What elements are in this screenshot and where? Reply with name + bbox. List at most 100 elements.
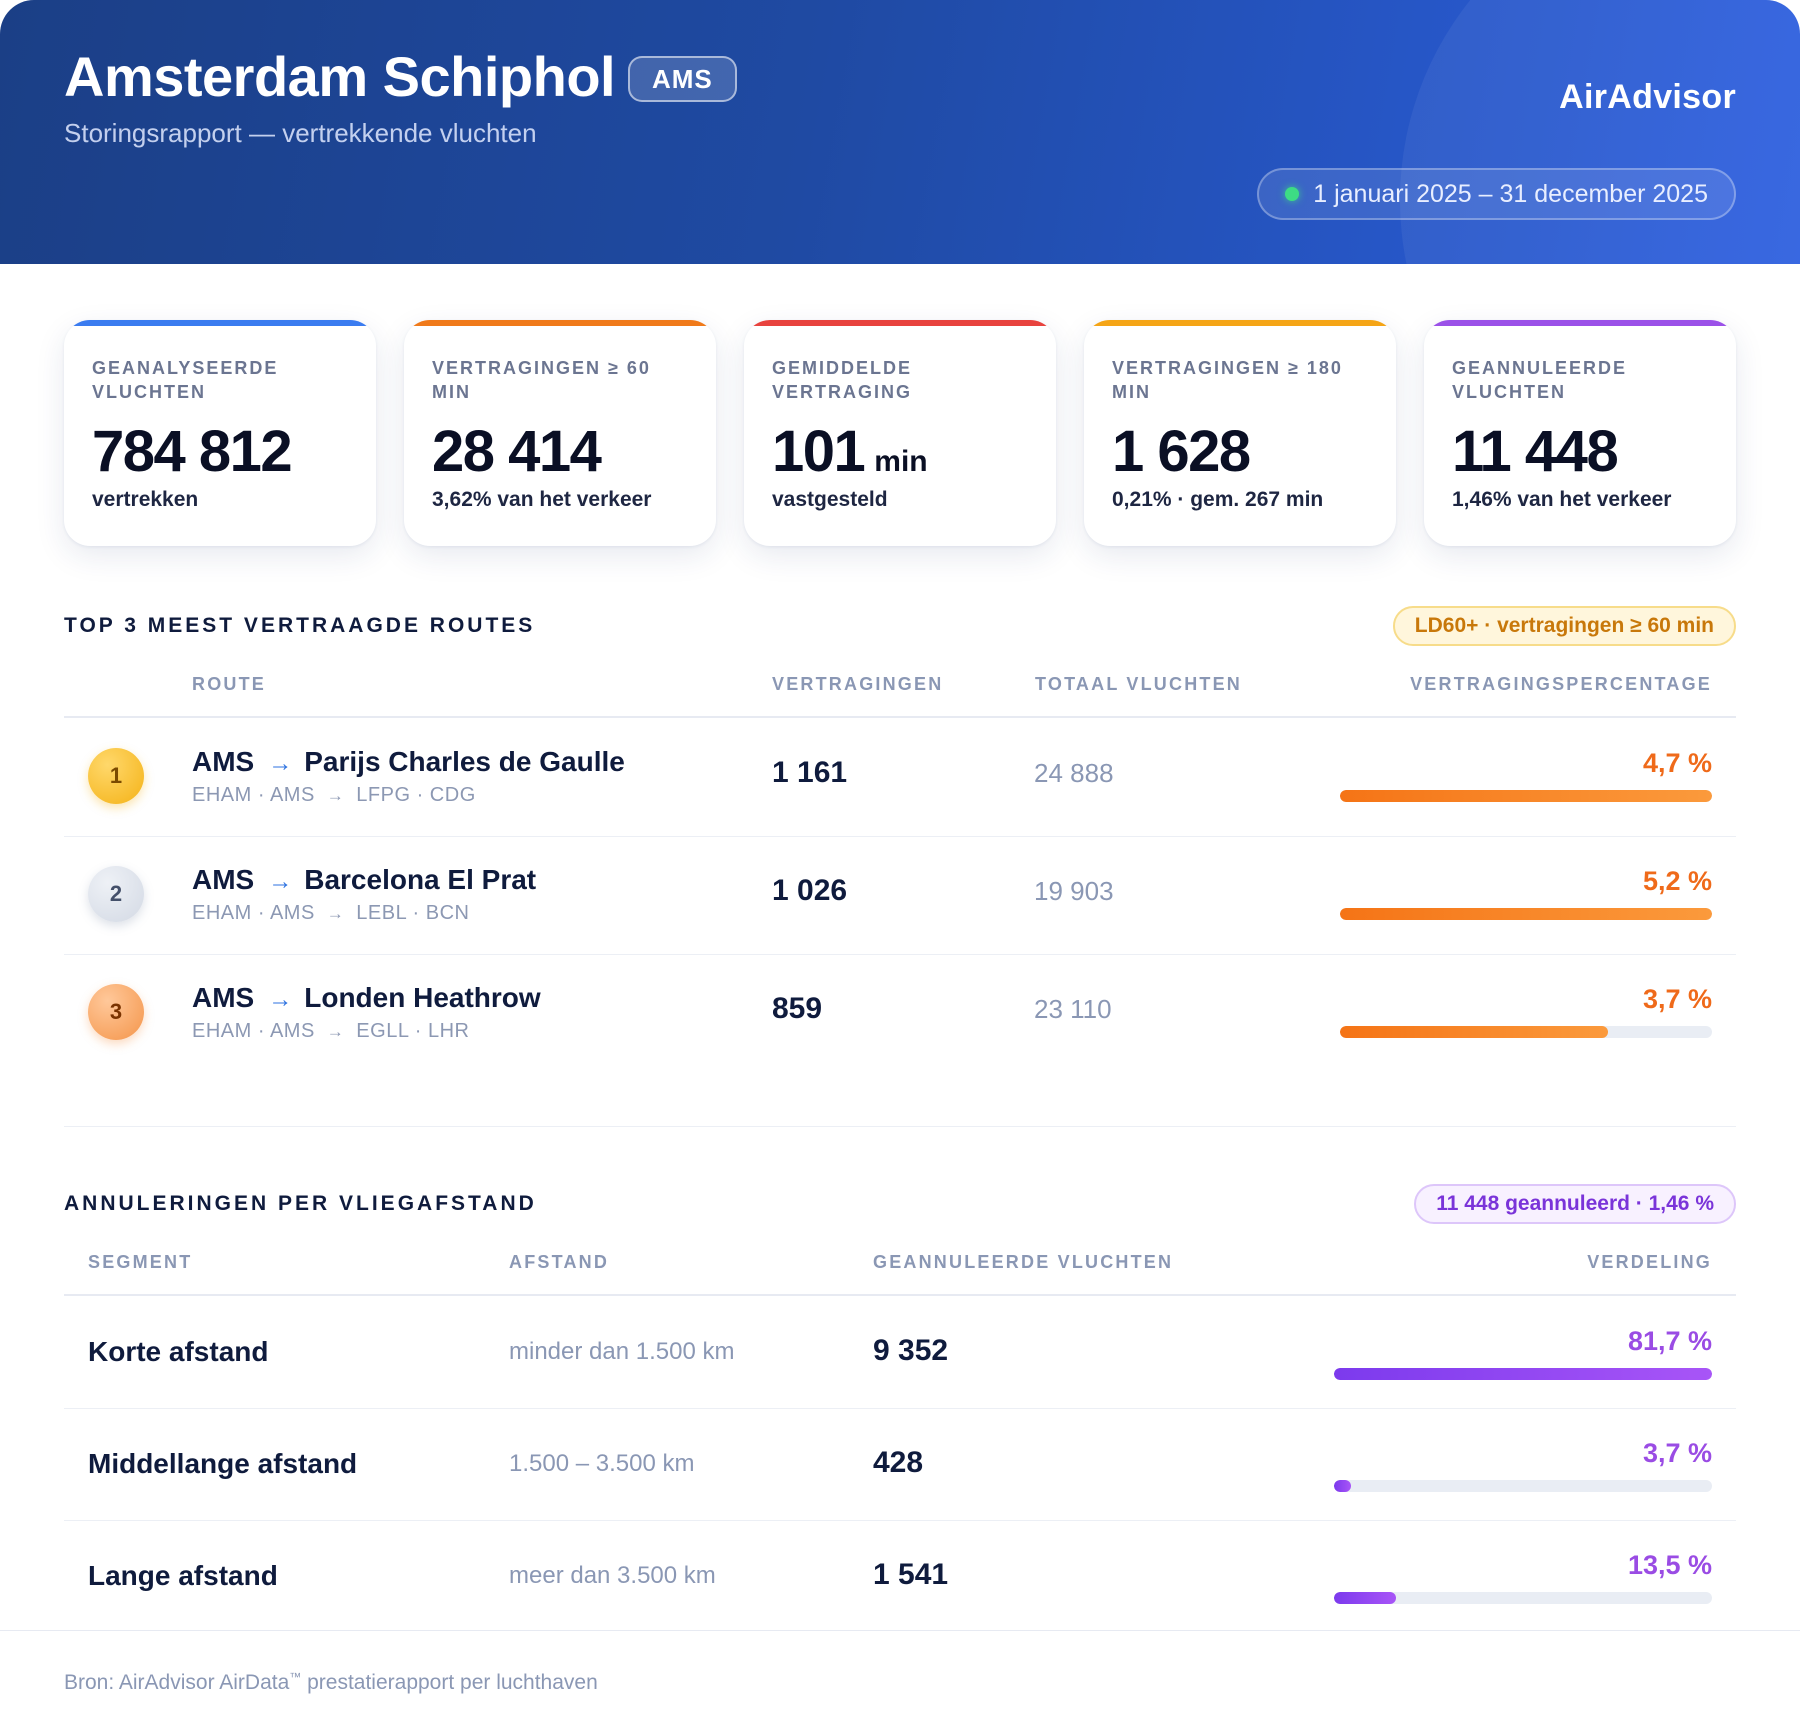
kpi-note: 0,21% · gem. 267 min — [1112, 488, 1324, 511]
kpi-value: 784 812 — [92, 419, 293, 484]
share-bar — [1334, 1480, 1712, 1492]
route-title: AMS → Barcelona El Prat — [192, 864, 537, 895]
route-codes: EHAM · AMS → LEBL · BCN — [192, 902, 470, 924]
kpi-accent — [404, 320, 716, 326]
kpi-label: Gemiddelde vertraging — [772, 358, 913, 402]
kpi-value: 28 414 — [432, 419, 602, 484]
kpi-card-delays-180: Vertragingen ≥ 180 min 1 628 0,21% · gem… — [1084, 320, 1396, 546]
kpi-label: Geanalyseerde vluchten — [92, 358, 279, 402]
kpi-accent — [1424, 320, 1736, 326]
kpi-card-cancelled: Geannuleerde vluchten 11 448 1,46% van h… — [1424, 320, 1736, 546]
row-divider — [64, 954, 1736, 955]
report-subtitle: Storingsrapport — vertrekkende vluchten — [64, 118, 537, 148]
delay-bar-fill — [1340, 1026, 1608, 1038]
kpi-card-analyzed: Geanalyseerde vluchten 784 812 vertrekke… — [64, 320, 376, 546]
delay-percentage: 3,7 % — [1642, 984, 1712, 1014]
delay-bar — [1340, 790, 1712, 802]
kpi-card-average-delay: Gemiddelde vertraging 101 min vastgesteld — [744, 320, 1056, 546]
segment-distance: minder dan 1.500 km — [509, 1338, 735, 1365]
delay-percentage: 4,7 % — [1642, 748, 1712, 778]
status-dot-icon — [1285, 187, 1300, 201]
table-divider — [64, 716, 1736, 718]
cancelled-summary-tag: 11 448 geannuleerd · 1,46 % — [1414, 1184, 1736, 1224]
header-decoration — [1400, 0, 1800, 264]
row-divider — [64, 836, 1736, 837]
route-delays: 1 026 — [772, 874, 848, 907]
route-total-flights: 19 903 — [1034, 876, 1114, 906]
col-header-pct: VERTRAGINGSPERCENTAGE — [1410, 674, 1712, 694]
kpi-value: 101 min — [772, 419, 928, 484]
col-header-distance: AFSTAND — [509, 1252, 610, 1272]
share-percentage: 3,7 % — [1642, 1438, 1712, 1468]
share-percentage: 81,7 % — [1627, 1326, 1712, 1356]
row-divider — [64, 1520, 1736, 1521]
ld60-tag: LD60+ · vertragingen ≥ 60 min — [1392, 606, 1736, 646]
routes-section-title: TOP 3 MEEST VERTRAAGDE ROUTES — [64, 614, 536, 637]
route-delays: 1 161 — [772, 756, 848, 789]
col-header-share: VERDELING — [1587, 1252, 1712, 1272]
share-bar-fill — [1334, 1480, 1351, 1492]
delay-bar — [1340, 1026, 1712, 1038]
report-header: Amsterdam Schiphol AMS Storingsrapport —… — [0, 0, 1800, 264]
row-divider — [64, 1408, 1736, 1409]
delay-percentage: 5,2 % — [1642, 866, 1712, 896]
segment-name: Lange afstand — [88, 1560, 278, 1591]
segment-distance: 1.500 – 3.500 km — [509, 1450, 695, 1477]
route-total-flights: 23 110 — [1034, 994, 1112, 1024]
kpi-accent — [1084, 320, 1396, 326]
kpi-unit: min — [874, 445, 928, 478]
cancel-section-title: ANNULERINGEN PER VLIEGAFSTAND — [64, 1192, 537, 1215]
segment-name: Korte afstand — [88, 1336, 269, 1367]
kpi-accent — [64, 320, 376, 326]
date-range-text: 1 januari 2025 – 31 december 2025 — [1313, 180, 1708, 208]
kpi-label: Vertragingen ≥ 60 min — [432, 358, 651, 402]
rank-badge: 3 — [88, 984, 144, 1040]
kpi-note: 3,62% van het verkeer — [432, 488, 652, 511]
delay-bar — [1340, 908, 1712, 920]
arrow-right-icon: → — [326, 786, 345, 805]
segment-name: Middellange afstand — [88, 1448, 358, 1479]
segment-cancelled: 1 541 — [873, 1558, 949, 1591]
col-header-segment: SEGMENT — [88, 1252, 193, 1272]
share-bar-fill — [1334, 1592, 1397, 1604]
route-title: AMS → Parijs Charles de Gaulle — [192, 746, 625, 777]
table-row: 1 AMS → Parijs Charles de Gaulle EHAM · AM… — [64, 718, 1736, 836]
segment-cancelled: 428 — [873, 1446, 924, 1479]
segment-cancelled: 9 352 — [873, 1334, 949, 1367]
kpi-value: 1 628 — [1112, 419, 1251, 484]
kpi-label: Vertragingen ≥ 180 min — [1112, 358, 1343, 402]
share-bar — [1334, 1592, 1712, 1604]
date-range-pill: 1 januari 2025 – 31 december 2025 — [1257, 168, 1736, 220]
arrow-right-icon: → — [268, 986, 293, 1013]
table-divider — [64, 1294, 1736, 1296]
col-header-cancelled: GEANNULEERDE VLUCHTEN — [873, 1252, 1174, 1272]
kpi-label: Geannuleerde vluchten — [1452, 358, 1628, 402]
segment-distance: meer dan 3.500 km — [509, 1562, 716, 1589]
kpi-note: 1,46% van het verkeer — [1452, 488, 1672, 511]
kpi-accent — [744, 320, 1056, 326]
col-header-delays: VERTRAGINGEN — [772, 674, 944, 694]
delay-bar-fill — [1340, 790, 1712, 802]
route-title: AMS → Londen Heathrow — [192, 982, 541, 1013]
arrow-right-icon: → — [268, 868, 293, 895]
share-percentage: 13,5 % — [1627, 1550, 1712, 1580]
route-codes: EHAM · AMS → LFPG · CDG — [192, 784, 476, 806]
delay-bar-fill — [1340, 908, 1712, 920]
source-note: Bron: AirAdvisor AirData™ prestatierappo… — [64, 1670, 598, 1694]
arrow-right-icon: → — [326, 904, 345, 923]
brand-logo: AirAdvisor — [1559, 78, 1736, 116]
table-row: Korte afstand minder dan 1.500 km 9 352 … — [64, 1296, 1736, 1408]
trademark-mark: ™ — [289, 1670, 302, 1684]
kpi-card-delays-60: Vertragingen ≥ 60 min 28 414 3,62% van h… — [404, 320, 716, 546]
table-row: Middellange afstand 1.500 – 3.500 km 428… — [64, 1408, 1736, 1520]
kpi-note: vertrekken — [92, 488, 199, 511]
col-header-route: ROUTE — [192, 674, 266, 694]
arrow-right-icon: → — [326, 1022, 345, 1041]
rank-badge: 2 — [88, 866, 144, 922]
col-header-total: TOTAAL VLUCHTEN — [1035, 674, 1242, 694]
airport-title: Amsterdam Schiphol — [64, 45, 616, 108]
kpi-value: 11 448 — [1452, 419, 1619, 484]
share-bar — [1334, 1368, 1712, 1380]
route-codes: EHAM · AMS → EGLL · LHR — [192, 1020, 470, 1042]
route-total-flights: 24 888 — [1034, 758, 1114, 788]
